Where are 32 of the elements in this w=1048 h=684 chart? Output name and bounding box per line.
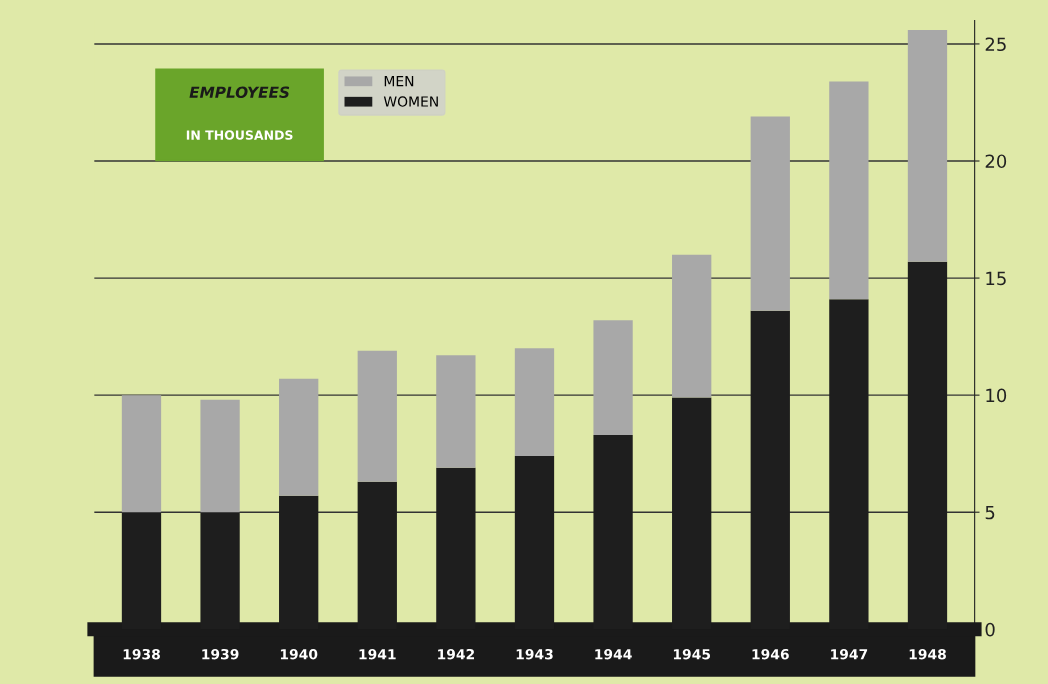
text: IN THOUSANDS — [186, 130, 293, 140]
bar — [593, 320, 633, 435]
bar — [121, 395, 162, 513]
x-tick-label: 1941 — [359, 648, 396, 660]
x-tick-label: 1942 — [438, 648, 474, 660]
x-tick-label: 1939 — [202, 648, 239, 660]
x-tick-label: 1946 — [752, 648, 789, 660]
x-tick-label: 1947 — [831, 648, 868, 660]
bar — [200, 399, 240, 513]
text: EMPLOYEES — [189, 86, 290, 98]
bar — [672, 254, 712, 398]
x-tick-label: 1940 — [280, 648, 318, 660]
x-tick-label: 1938 — [123, 648, 160, 660]
bar — [279, 378, 319, 496]
y-tick-label: 10 — [986, 388, 1007, 403]
x-tick-label: 1943 — [516, 648, 553, 660]
y-tick-label: 25 — [985, 37, 1006, 52]
bar — [907, 29, 948, 262]
y-tick-label: 20 — [985, 154, 1007, 169]
legend-label: MEN — [384, 76, 414, 87]
y-tick-label: 5 — [985, 505, 995, 520]
y-tick-label: 15 — [986, 271, 1006, 286]
x-tick-label: 1948 — [909, 648, 946, 660]
bar — [436, 355, 476, 468]
legend-label: WOMEN — [383, 96, 438, 107]
bar — [750, 116, 790, 311]
x-tick-label: 1945 — [673, 648, 711, 660]
x-tick-label: 1944 — [595, 648, 632, 660]
bar — [357, 350, 397, 482]
y-tick-label: 0 — [985, 622, 995, 637]
bar — [829, 81, 869, 300]
bar — [514, 348, 555, 457]
